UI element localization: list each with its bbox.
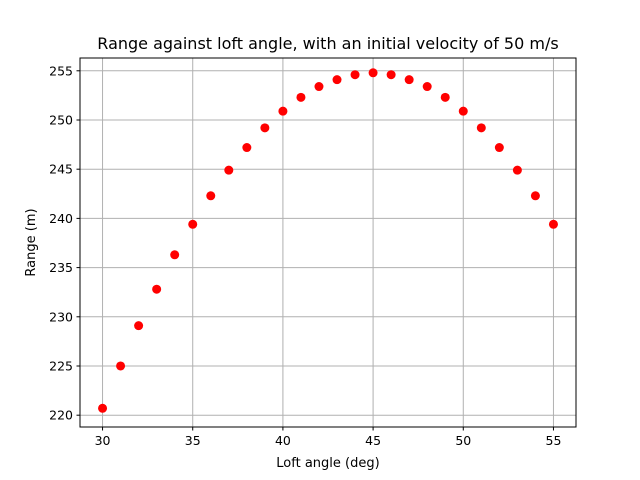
data-point <box>386 70 396 80</box>
y-tick-label: 235 <box>49 260 73 275</box>
data-point <box>116 361 126 371</box>
data-point <box>98 403 108 413</box>
data-point <box>404 75 414 85</box>
y-tick-label: 220 <box>49 408 73 423</box>
data-point <box>170 250 180 260</box>
data-point <box>206 191 216 201</box>
data-point <box>458 106 468 116</box>
x-tick-label: 35 <box>185 433 201 448</box>
data-point <box>368 68 378 78</box>
y-axis-label: Range (m) <box>24 208 39 276</box>
y-tick-label: 255 <box>49 63 73 78</box>
data-point <box>134 321 144 331</box>
x-tick-label: 30 <box>95 433 111 448</box>
data-point <box>224 165 234 175</box>
data-point <box>476 123 486 133</box>
chart-title: Range against loft angle, with an initia… <box>97 34 558 53</box>
y-tick-label: 240 <box>49 211 73 226</box>
data-points <box>98 68 558 413</box>
x-axis-label: Loft angle (deg) <box>276 456 379 471</box>
x-tick-label: 45 <box>365 433 381 448</box>
data-point <box>152 284 162 294</box>
data-point <box>242 143 252 153</box>
data-point <box>512 165 522 175</box>
data-point <box>350 70 360 80</box>
grid <box>80 58 576 427</box>
data-point <box>260 123 270 133</box>
y-tick-label: 245 <box>49 162 73 177</box>
data-point <box>278 106 288 116</box>
y-axis-ticks: 220 225 230 235 240 245 250 255 <box>49 63 80 423</box>
data-point <box>314 82 324 92</box>
data-point <box>188 219 198 229</box>
data-point <box>296 92 306 102</box>
data-point <box>422 82 432 92</box>
x-tick-label: 55 <box>546 433 562 448</box>
data-point <box>494 143 504 153</box>
x-axis-ticks: 30 35 40 45 50 55 <box>95 427 562 448</box>
y-tick-label: 250 <box>49 112 73 127</box>
plot-frame <box>79 57 577 428</box>
y-tick-label: 225 <box>49 358 73 373</box>
data-point <box>548 219 558 229</box>
data-point <box>332 75 342 85</box>
x-tick-label: 50 <box>455 433 471 448</box>
data-point <box>530 191 540 201</box>
y-tick-label: 230 <box>49 309 73 324</box>
x-tick-label: 40 <box>275 433 291 448</box>
data-point <box>440 92 450 102</box>
